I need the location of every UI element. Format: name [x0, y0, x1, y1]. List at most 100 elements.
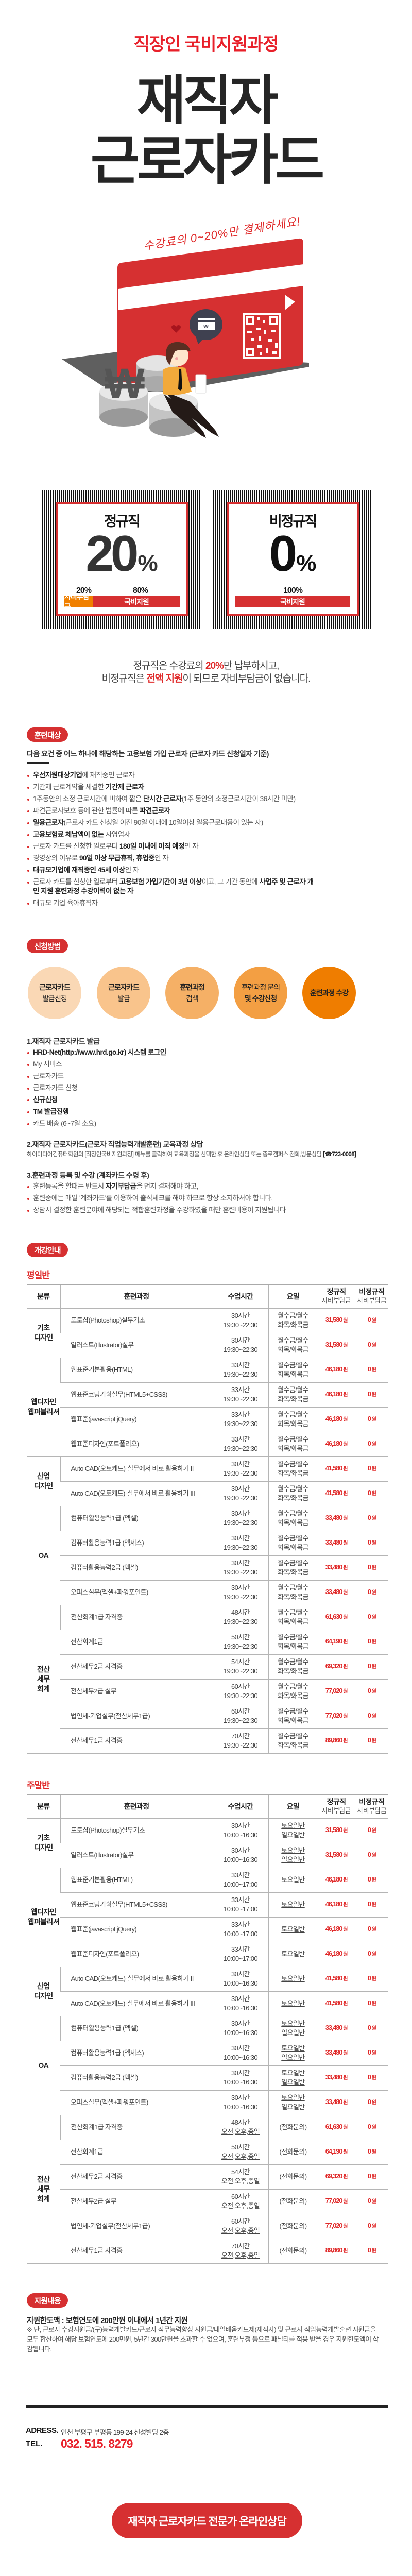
- table-row: 전산세무2급 자격증 54시간 19:30~22:30 월수금/월수 화목/화목금 69,…: [27, 1654, 388, 1680]
- consult-text: 하이미디어컴퓨터학원의 [직장인국비지원과정] 메뉴를 클릭하여 교육과정을 선…: [27, 1151, 323, 1158]
- price-unit: 원: [371, 2199, 376, 2205]
- course-name: 법인세-기업실무(전산세무1급): [60, 2214, 213, 2239]
- course-hours: 70시간: [231, 1732, 250, 1740]
- course-name: 컴퓨터활용능력1급 (엑세스): [60, 2041, 213, 2066]
- list-item: 우선지원대상기업에 재직중인 근로자: [27, 771, 315, 780]
- class-time: 30시간 19:30~22:30: [212, 1580, 268, 1605]
- category-label: 디자인: [33, 1843, 53, 1852]
- table-row: 산업 디자인 Auto CAD(오토캐드)-실무에서 바로 활용하기 II 30시간 1…: [27, 1456, 388, 1506]
- course-time: 19:30~22:30: [223, 1321, 258, 1329]
- price-unit: 원: [343, 1639, 348, 1645]
- class-time: 33시간 19:30~22:30: [212, 1382, 268, 1408]
- step-label: 근로자카드: [39, 983, 70, 991]
- price-amount: 0: [367, 1538, 371, 1546]
- day-option: 화목/화목금: [278, 1544, 308, 1551]
- support-note: ※ 단, 근로자 수강지원금/(구)능력개발카드/근로자 직무능력향상 지원금/…: [27, 2326, 379, 2353]
- list-item: 근로자 카드를 신청한 일로부터 고용보험 가입기간이 3년 이상이고, 그 기…: [27, 877, 315, 896]
- emphasis-text: 우선지원대상기업: [33, 771, 82, 779]
- class-days: 토요일반 일요일반: [268, 1818, 318, 1843]
- course-name: 웹표준디자인(포트폴리오): [60, 1432, 213, 1457]
- price-unit: 원: [343, 1927, 348, 1933]
- price-amount: 0: [367, 1950, 371, 1957]
- day-option: 화목/화목금: [278, 1321, 308, 1329]
- day-option: 화목/화목금: [278, 1642, 308, 1650]
- price-unit: 원: [343, 2026, 348, 2031]
- course-hours: 30시간: [231, 1584, 250, 1591]
- price-unit: 원: [343, 2224, 348, 2229]
- day-option: 월수금/월수: [278, 1312, 308, 1319]
- rate-unit: %: [138, 551, 158, 576]
- price-unit: 원: [371, 1689, 376, 1694]
- apply-step-3: 훈련과정 검색: [165, 967, 219, 1019]
- class-time: 60시간 19:30~22:30: [212, 1679, 268, 1704]
- day-option: 토요일반: [281, 2044, 305, 2052]
- course-hours: 30시간: [231, 1970, 250, 1978]
- price-amount: 46,180: [325, 1365, 343, 1373]
- price-unit: 원: [343, 2125, 348, 2130]
- price-amount: 46,180: [325, 1415, 343, 1422]
- day-option: 일요일반: [281, 2078, 305, 2086]
- category-cell: 전산 세무 회계: [27, 1605, 60, 1754]
- day-option: 월수금/월수: [278, 1435, 308, 1443]
- split-bar: 국비지원: [235, 596, 350, 607]
- price-amount: 0: [367, 1563, 371, 1571]
- apply-section2-heading: 2.재직자 근로자카드(근로자 직업능력개발훈련) 교육과정 상담: [27, 1140, 203, 1148]
- rate-value: 20: [85, 525, 139, 582]
- price-unit: 원: [343, 1714, 348, 1719]
- regular-self-pay: 33,480 원: [317, 1506, 355, 1531]
- list-item: 훈련등록을 할때는 반드시 자기부담금을 먼저 결재해야 하고,: [27, 1182, 387, 1191]
- regular-worker-card: 정규직 20% 20% 80% 자비부담금 국비지원: [42, 490, 201, 629]
- regular-self-pay: 33,480 원: [317, 1531, 355, 1556]
- emphasis-text: HRD-Net(http://www.hrd.go.kr) 시스템 로그인: [33, 1048, 166, 1056]
- badge-apply-method: 신청방법: [27, 939, 68, 953]
- price-unit: 원: [371, 1714, 376, 1719]
- consult-phone[interactable]: [☎723-0008]: [323, 1151, 356, 1158]
- regular-self-pay: 69,320 원: [317, 2164, 355, 2190]
- list-item: 신규신청: [27, 1095, 387, 1105]
- price-amount: 31,580: [325, 1851, 343, 1858]
- course-name: 오피스실무(엑셀+파워포인트): [60, 2090, 213, 2115]
- column-header: 수업시간: [212, 1794, 268, 1819]
- table-row: 웹디자인 웹퍼블리셔 웹표준기본활용(HTML) 33시간 10:00~17:00 토요일…: [27, 1868, 388, 1967]
- course-name: 웹표준코딩기획실무(HTML5+CSS3): [60, 1892, 213, 1918]
- course-time: 19:30~22:30: [223, 1568, 258, 1576]
- header-title: 수업시간: [228, 1292, 253, 1301]
- price-amount: 33,480: [325, 1538, 343, 1546]
- price-amount: 0: [367, 1588, 371, 1596]
- regular-self-pay: 33,480 원: [317, 1555, 355, 1581]
- price-amount: 41,580: [325, 1999, 343, 2007]
- list-item: 상담시 결정한 훈련분야에 해당되는 적합훈련과정을 수강하였을 때만 훈련비용…: [27, 1206, 387, 1215]
- price-unit: 원: [371, 2100, 376, 2106]
- column-header: 훈련과정: [60, 1794, 213, 1819]
- price-amount: 0: [367, 1974, 371, 1982]
- regular-self-pay: 33,480 원: [317, 2016, 355, 2041]
- table-row: 웹표준디자인(포트폴리오) 33시간 19:30~22:30 월수금/월수 화목/화목금…: [27, 1432, 388, 1457]
- tel-number[interactable]: 032. 515. 8279: [61, 2437, 133, 2450]
- category-label: 회계: [37, 1684, 50, 1693]
- regular-self-pay: 89,860 원: [317, 1728, 355, 1754]
- step-label: 훈련과정 문의: [241, 983, 280, 991]
- heart-icon: [171, 325, 181, 333]
- text-segment: 파견근로자보호 등에 관한 법률에 따른: [33, 807, 140, 815]
- table-row: 법인세-기업실무(전산세무1급) 60시간 19:30~22:30 월수금/월수 화목/…: [27, 1704, 388, 1729]
- regular-self-pay: 77,020 원: [317, 1679, 355, 1704]
- won-symbol-icon: ₩: [105, 360, 145, 407]
- regular-worker-inner: 정규직 20% 20% 80% 자비부담금 국비지원: [56, 502, 188, 616]
- day-option: 월수금/월수: [278, 1707, 308, 1715]
- online-consult-button[interactable]: 재직자 근로자카드 전문가 온라인상담: [112, 2503, 302, 2538]
- class-time: 48시간 19:30~22:30: [212, 1605, 268, 1630]
- list-item: 근로자카드: [27, 1072, 387, 1081]
- list-item: 대규모 기업 육아휴직자: [27, 899, 315, 908]
- emphasis-text: 대규모기업에 재직중인 45세 이상: [33, 866, 125, 874]
- course-name: 일러스트(Illustrator)실무: [60, 1843, 213, 1868]
- price-unit: 원: [371, 1565, 376, 1571]
- header-subtitle: 자비부담금: [357, 1807, 387, 1815]
- price-unit: 원: [371, 1853, 376, 1858]
- course-time: 19:30~22:30: [223, 1593, 258, 1601]
- day-option: 월수금/월수: [278, 1510, 308, 1517]
- apply-section1-list: HRD-Net(http://www.hrd.go.kr) 시스템 로그인 My …: [27, 1048, 387, 1131]
- day-option: (전화문의): [279, 2123, 307, 2131]
